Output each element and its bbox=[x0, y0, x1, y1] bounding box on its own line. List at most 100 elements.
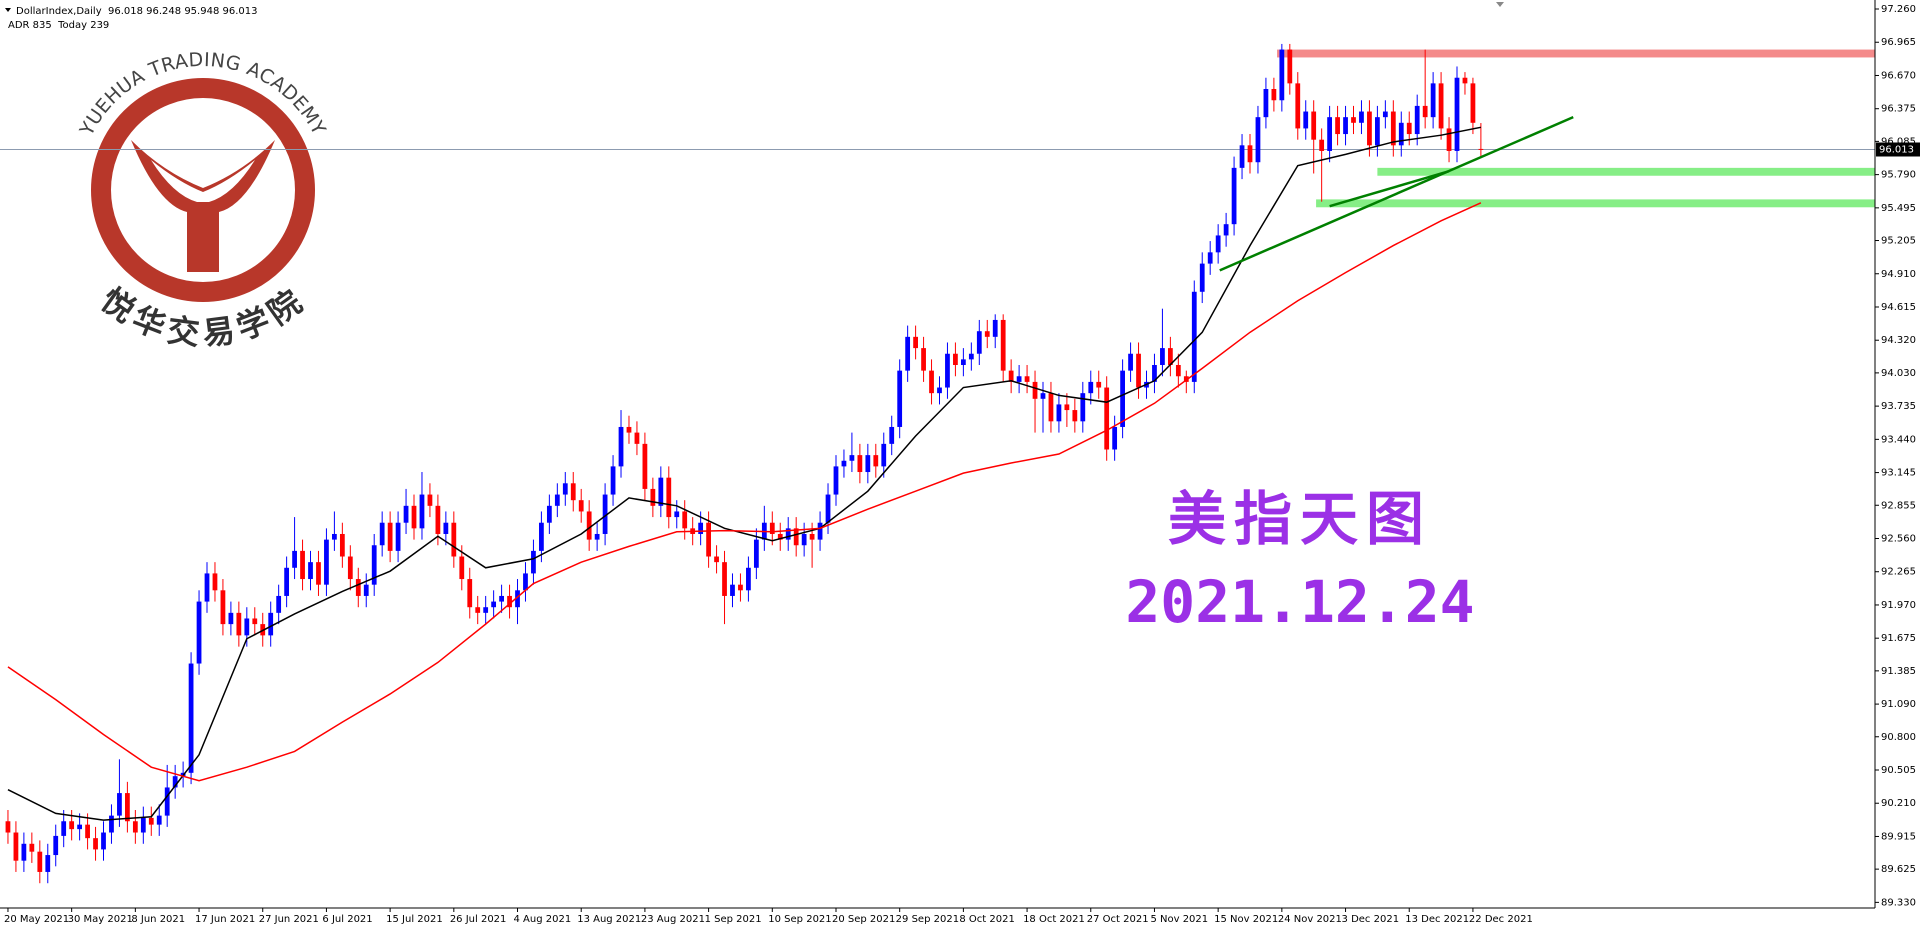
candle bbox=[1470, 77, 1476, 135]
candle-body bbox=[1223, 224, 1229, 236]
candle bbox=[1167, 336, 1173, 377]
candle bbox=[1136, 342, 1141, 399]
y-tick-label: 94.910 bbox=[1881, 269, 1916, 280]
candle-body bbox=[642, 443, 648, 489]
candle-body bbox=[156, 815, 162, 825]
candle-body bbox=[634, 432, 640, 444]
candle bbox=[539, 511, 544, 563]
candle bbox=[873, 443, 879, 478]
candle-body bbox=[626, 426, 632, 433]
candle-body bbox=[1000, 319, 1006, 371]
candle-body bbox=[244, 618, 250, 636]
candle-body bbox=[578, 500, 584, 512]
candle-body bbox=[435, 505, 441, 534]
x-tick-label: 23 Aug 2021 bbox=[641, 914, 705, 925]
candle-body bbox=[769, 522, 775, 534]
candle bbox=[1247, 134, 1253, 174]
candle bbox=[570, 472, 576, 512]
candle bbox=[21, 832, 27, 872]
candle bbox=[125, 781, 130, 833]
heading: 美指天图 bbox=[1168, 485, 1432, 553]
logo-ring bbox=[91, 78, 315, 302]
candle bbox=[1359, 100, 1364, 135]
candle bbox=[1375, 105, 1380, 157]
candle-body bbox=[204, 573, 210, 602]
candle-body bbox=[1231, 167, 1237, 225]
candle-body bbox=[1398, 122, 1404, 146]
candle-body bbox=[1239, 145, 1245, 168]
candle-body bbox=[1422, 105, 1428, 118]
candle-body bbox=[921, 348, 926, 371]
candle bbox=[1263, 77, 1269, 129]
candle-body bbox=[992, 319, 998, 337]
candle bbox=[562, 472, 568, 506]
candle bbox=[69, 809, 75, 841]
candle bbox=[1128, 342, 1133, 382]
candle bbox=[204, 562, 210, 613]
candle bbox=[1183, 370, 1189, 394]
candle-body bbox=[1303, 111, 1309, 129]
candle-body bbox=[785, 528, 791, 540]
candle bbox=[929, 359, 934, 405]
candle-body bbox=[976, 331, 982, 354]
candle-body bbox=[101, 832, 106, 850]
candle-body bbox=[61, 821, 67, 836]
candle-body bbox=[1207, 252, 1213, 264]
y-tick-label: 89.625 bbox=[1881, 864, 1916, 875]
candle bbox=[523, 562, 528, 602]
x-tick-label: 27 Oct 2021 bbox=[1087, 914, 1149, 925]
candle bbox=[1367, 100, 1372, 157]
candle bbox=[1454, 66, 1460, 163]
y-tick-label: 89.330 bbox=[1881, 897, 1916, 908]
y-tick-label: 95.205 bbox=[1881, 236, 1916, 247]
candle-body bbox=[1080, 393, 1086, 422]
candle-body bbox=[1462, 77, 1468, 84]
moving-average bbox=[7, 126, 1482, 821]
candle bbox=[785, 517, 791, 551]
y-tick-label: 94.030 bbox=[1881, 368, 1916, 379]
candle-body bbox=[236, 612, 242, 636]
candle-body bbox=[570, 483, 576, 501]
candle-body bbox=[276, 595, 282, 613]
candle-body bbox=[539, 522, 544, 551]
candle-body bbox=[21, 843, 27, 861]
candle-body bbox=[252, 618, 258, 625]
x-tick-label: 15 Jul 2021 bbox=[386, 914, 443, 925]
candle-body bbox=[515, 590, 520, 608]
candle bbox=[1120, 359, 1125, 439]
candle bbox=[499, 584, 504, 613]
candle-body bbox=[93, 838, 98, 850]
candle-body bbox=[674, 511, 680, 518]
candle-body bbox=[1295, 83, 1301, 129]
candle bbox=[1343, 105, 1348, 146]
candle-body bbox=[284, 567, 290, 596]
x-tick-label: 15 Nov 2021 bbox=[1214, 914, 1278, 925]
x-tick-label: 4 Aug 2021 bbox=[514, 914, 572, 925]
candle-body bbox=[1255, 117, 1261, 163]
candle bbox=[642, 432, 648, 501]
candle bbox=[1446, 117, 1452, 163]
candle bbox=[953, 342, 958, 377]
candle-body bbox=[220, 590, 226, 625]
candle-body bbox=[308, 562, 313, 580]
candle-body bbox=[1016, 376, 1022, 382]
candle-body bbox=[833, 466, 839, 495]
candle-body bbox=[1430, 83, 1436, 118]
candle-body bbox=[554, 494, 560, 506]
x-tick-label: 18 Oct 2021 bbox=[1023, 914, 1085, 925]
candle bbox=[515, 579, 520, 625]
candle-body bbox=[793, 528, 799, 546]
header-arrow bbox=[5, 8, 11, 12]
y-tick-label: 91.970 bbox=[1881, 600, 1916, 611]
candle-body bbox=[666, 477, 672, 518]
candle-body bbox=[698, 522, 704, 534]
candle bbox=[85, 813, 90, 850]
candle bbox=[1279, 43, 1285, 112]
candle-body bbox=[1032, 381, 1038, 399]
candle bbox=[960, 348, 966, 377]
candle bbox=[666, 466, 672, 529]
candle bbox=[897, 359, 903, 439]
candle-body bbox=[1112, 426, 1118, 450]
candle-body bbox=[1438, 83, 1444, 129]
candle-body bbox=[1120, 370, 1125, 427]
